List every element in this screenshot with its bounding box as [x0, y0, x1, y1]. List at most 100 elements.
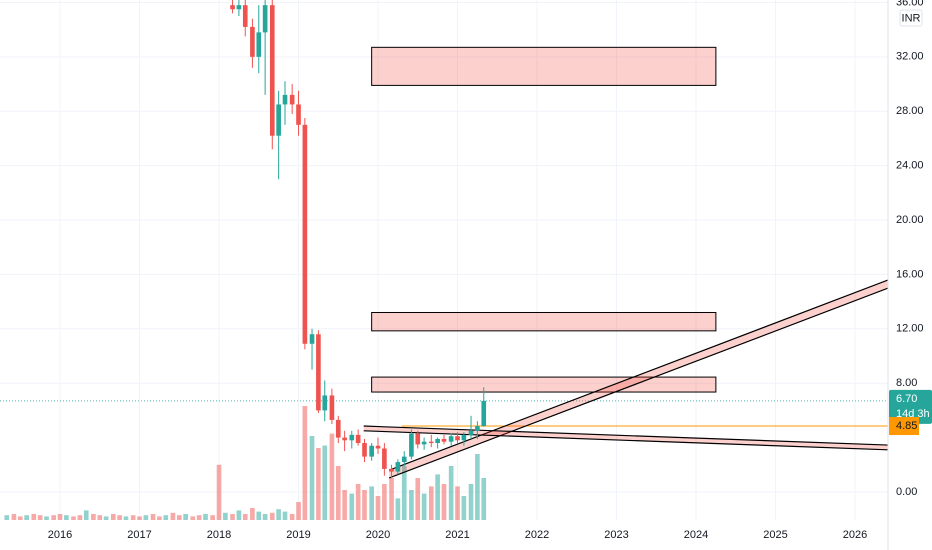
- x-tick-label: 2026: [843, 529, 867, 541]
- candle-body: [395, 462, 401, 472]
- x-tick-label: 2025: [763, 529, 787, 541]
- y-tick-label: 0.00: [896, 486, 917, 498]
- candle-body: [322, 395, 328, 411]
- channel-upper: [363, 425, 888, 446]
- candle-body: [256, 32, 262, 57]
- candle-body: [230, 5, 235, 10]
- volume-bar: [322, 445, 328, 520]
- candle-body: [382, 448, 387, 469]
- x-tick-label: 2022: [525, 529, 549, 541]
- candle-body: [282, 94, 288, 105]
- volume-bar: [309, 436, 315, 520]
- volume-bar: [190, 516, 196, 520]
- volume-bar: [196, 515, 202, 520]
- candle-body: [435, 438, 440, 444]
- volume-bar: [4, 515, 10, 520]
- volume-bar: [369, 486, 374, 520]
- candle-body: [428, 441, 434, 444]
- volume-bar: [448, 466, 454, 520]
- volume-bar: [143, 515, 149, 520]
- volume-bar: [282, 511, 288, 520]
- volume-bar: [37, 515, 43, 520]
- volume-bar: [329, 433, 335, 520]
- channel-lower: [388, 287, 888, 479]
- candle-body: [236, 5, 242, 10]
- volume-bar: [163, 515, 169, 520]
- volume-bar: [428, 486, 434, 520]
- candle-body: [369, 445, 374, 457]
- volume-bar: [475, 454, 480, 520]
- volume-bar: [389, 478, 394, 520]
- candle-body: [316, 334, 321, 411]
- volume-bar: [91, 514, 96, 520]
- volume-bar: [276, 509, 281, 520]
- candle-body: [461, 434, 467, 441]
- x-tick-label: 2021: [445, 529, 469, 541]
- axes: INR 0.00 8.00 12.00 16.00 20.00 24.00 28.00 32.…: [48, 0, 932, 550]
- currency-box: [899, 9, 923, 27]
- channel-fill: [363, 426, 888, 450]
- volume-bar: [481, 478, 487, 520]
- volume-bar: [216, 464, 222, 520]
- volume-bar: [269, 512, 275, 520]
- candle-body: [289, 94, 295, 105]
- candle-body: [375, 445, 381, 449]
- x-tick-label: 2019: [286, 529, 310, 541]
- volume-bar: [342, 490, 347, 520]
- y-tick-label: 32.00: [896, 51, 924, 63]
- volume-bar: [335, 466, 341, 520]
- volume-bar: [415, 478, 421, 520]
- y-tick-label: 12.00: [896, 323, 924, 335]
- volume-bar: [57, 514, 63, 520]
- volume-bar: [64, 515, 69, 520]
- alert-price-badge: [889, 417, 919, 436]
- volume-bar: [77, 515, 83, 520]
- volume-bar: [31, 514, 37, 520]
- volume-bar: [302, 406, 308, 520]
- x-tick-label: 2020: [366, 529, 390, 541]
- volume-bar: [382, 484, 387, 520]
- candle-body: [242, 5, 248, 27]
- volume-bar: [236, 510, 242, 520]
- volume-bar: [103, 516, 109, 520]
- candle-body: [262, 5, 268, 33]
- currency-label: INR: [902, 12, 921, 24]
- volume-bar: [11, 514, 17, 520]
- alert-price-label: 4.85: [896, 420, 917, 432]
- candle-body: [302, 124, 308, 344]
- candle-body: [401, 456, 407, 463]
- zone: [371, 376, 717, 393]
- channel-fill: [389, 280, 888, 478]
- volume-bar: [183, 514, 188, 520]
- volume-bar: [441, 484, 447, 520]
- volume-bar: [250, 508, 255, 520]
- volume-bar: [51, 515, 56, 520]
- volume-bar: [461, 496, 467, 520]
- x-tick-label: 2017: [127, 529, 151, 541]
- candle-body: [329, 395, 335, 420]
- candle-body: [349, 434, 355, 441]
- volume-bar: [230, 514, 235, 520]
- candle-body: [309, 334, 315, 344]
- volume-bar: [130, 515, 136, 520]
- volume-bar: [97, 515, 103, 520]
- volume-bar: [256, 511, 262, 520]
- volume-bar: [176, 515, 182, 520]
- volume-bar: [242, 514, 248, 520]
- volume-bar: [468, 484, 474, 520]
- candle-body: [409, 433, 414, 457]
- y-tick-label: 24.00: [896, 160, 924, 172]
- volume-bar: [170, 512, 176, 520]
- last-price-label: 6.70: [896, 393, 917, 405]
- candle-body: [355, 434, 361, 444]
- candle-body: [441, 438, 447, 442]
- candle-body: [481, 400, 487, 427]
- candle-body: [389, 468, 394, 472]
- volume-bar: [44, 516, 49, 520]
- candle-body: [475, 426, 480, 431]
- volume-bar: [24, 515, 29, 520]
- candle-body: [276, 104, 281, 136]
- volume-bar: [150, 514, 156, 520]
